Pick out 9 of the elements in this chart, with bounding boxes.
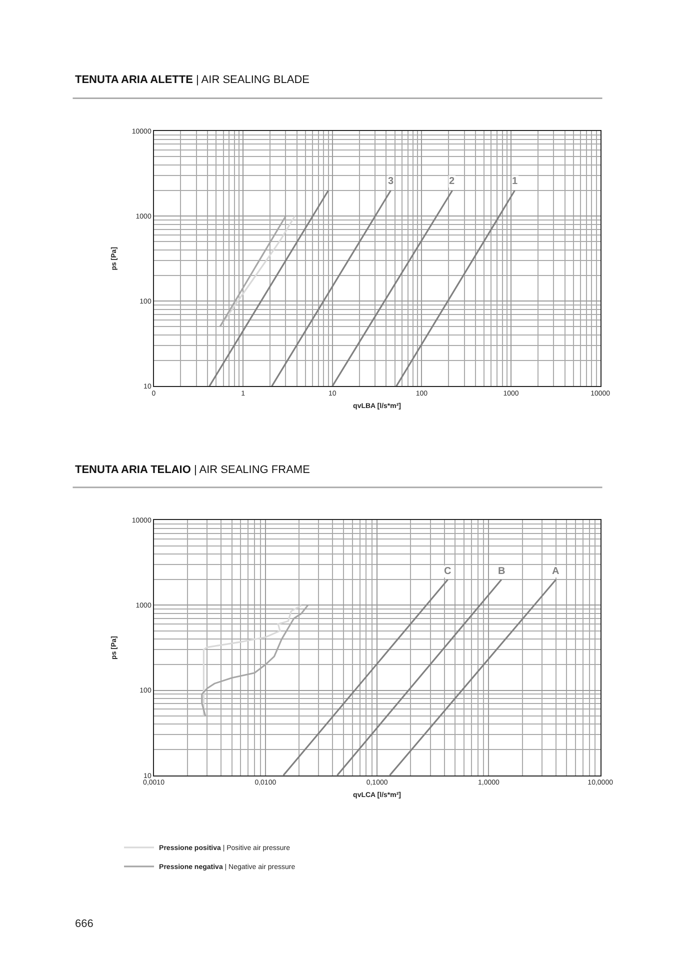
series-label: 3 (388, 176, 394, 187)
chart-title: TENUTA ARIA ALETTE | AIR SEALING BLADE (75, 74, 310, 86)
chart-title: TENUTA ARIA TELAIO | AIR SEALING FRAME (75, 464, 310, 476)
series-label: C (444, 566, 452, 577)
series-label: B (498, 566, 506, 577)
text: 666 (75, 918, 94, 930)
series-label: A (552, 566, 560, 577)
series-label: 1 (512, 176, 518, 187)
series-label: 2 (449, 176, 455, 187)
